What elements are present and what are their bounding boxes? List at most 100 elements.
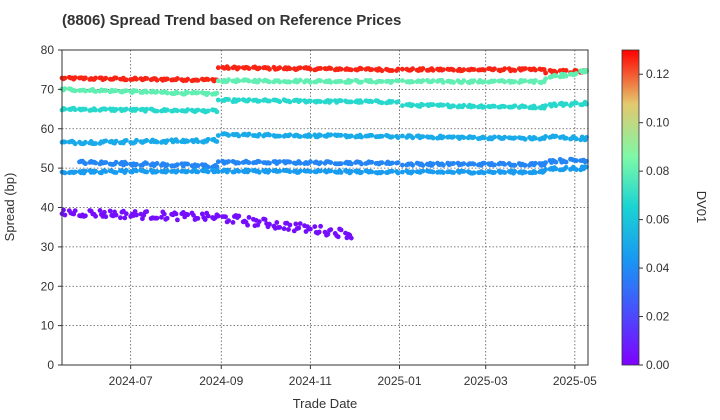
data-point bbox=[338, 161, 344, 167]
data-point bbox=[338, 98, 344, 104]
data-point bbox=[430, 161, 436, 167]
data-point bbox=[318, 133, 323, 138]
data-point bbox=[123, 168, 129, 173]
data-point bbox=[430, 67, 436, 73]
data-point bbox=[246, 78, 252, 84]
data-point bbox=[338, 79, 344, 84]
data-point bbox=[318, 78, 323, 84]
data-point bbox=[205, 90, 211, 96]
data-point bbox=[492, 162, 497, 168]
data-point bbox=[359, 169, 364, 175]
data-point bbox=[410, 162, 416, 168]
data-point bbox=[420, 66, 426, 71]
data-point bbox=[296, 225, 302, 231]
data-point bbox=[410, 79, 416, 85]
data-point bbox=[103, 169, 109, 175]
data-point bbox=[164, 76, 170, 82]
data-point bbox=[267, 66, 272, 72]
data-point bbox=[236, 133, 242, 139]
data-point bbox=[287, 66, 293, 72]
data-point bbox=[338, 170, 344, 175]
data-point bbox=[502, 162, 508, 167]
data-point bbox=[379, 133, 385, 139]
data-point bbox=[72, 141, 78, 147]
data-point bbox=[144, 161, 150, 166]
data-point bbox=[195, 78, 201, 83]
data-point bbox=[175, 108, 180, 114]
data-point bbox=[328, 160, 334, 166]
data-point bbox=[215, 213, 221, 219]
data-point bbox=[113, 170, 119, 175]
data-point bbox=[451, 134, 456, 140]
data-point bbox=[72, 88, 78, 94]
data-point bbox=[451, 80, 456, 85]
data-point bbox=[256, 219, 262, 225]
data-point bbox=[359, 66, 364, 72]
data-point bbox=[308, 66, 313, 72]
data-point bbox=[471, 170, 477, 176]
data-point bbox=[481, 104, 487, 110]
data-point bbox=[492, 103, 497, 109]
data-point bbox=[267, 98, 272, 104]
data-point bbox=[83, 88, 88, 94]
data-point bbox=[440, 162, 446, 168]
data-point bbox=[281, 226, 287, 232]
data-point bbox=[144, 169, 150, 175]
data-point bbox=[492, 66, 497, 72]
data-point bbox=[226, 159, 232, 164]
data-point bbox=[308, 159, 313, 165]
data-point bbox=[318, 66, 323, 71]
data-point bbox=[164, 162, 170, 168]
data-point bbox=[461, 67, 467, 73]
data-point bbox=[461, 169, 467, 174]
data-point bbox=[113, 107, 119, 112]
data-point bbox=[246, 168, 252, 173]
data-point bbox=[400, 103, 405, 109]
data-point bbox=[502, 134, 508, 140]
data-point bbox=[62, 106, 68, 112]
data-point bbox=[123, 161, 129, 167]
data-point bbox=[154, 108, 160, 114]
data-point bbox=[154, 89, 160, 95]
data-point bbox=[195, 216, 201, 221]
data-point bbox=[256, 77, 262, 83]
data-point bbox=[573, 100, 579, 106]
data-point bbox=[185, 138, 191, 144]
data-point bbox=[62, 86, 68, 92]
data-point bbox=[195, 163, 201, 168]
data-point bbox=[400, 133, 405, 139]
data-point bbox=[410, 135, 416, 141]
data-point bbox=[522, 78, 528, 84]
data-point bbox=[246, 66, 252, 71]
data-point bbox=[338, 66, 344, 72]
data-point bbox=[107, 208, 113, 214]
data-point bbox=[134, 76, 139, 82]
data-point bbox=[563, 135, 569, 141]
data-point bbox=[533, 160, 538, 166]
data-point bbox=[369, 169, 375, 175]
data-point bbox=[62, 212, 68, 218]
data-point bbox=[93, 213, 98, 219]
data-point bbox=[215, 169, 221, 175]
data-point bbox=[123, 88, 129, 94]
data-point bbox=[93, 89, 98, 94]
data-point bbox=[563, 165, 569, 170]
data-point bbox=[277, 168, 283, 174]
data-point bbox=[226, 218, 232, 224]
data-points bbox=[59, 64, 589, 241]
data-point bbox=[118, 215, 123, 221]
data-point bbox=[502, 79, 508, 85]
data-point bbox=[246, 97, 252, 102]
data-point bbox=[103, 214, 109, 220]
data-point bbox=[214, 139, 220, 144]
data-point bbox=[359, 161, 364, 167]
data-point bbox=[348, 235, 354, 241]
data-point bbox=[400, 169, 405, 175]
data-point bbox=[563, 101, 569, 107]
data-point bbox=[226, 133, 232, 138]
data-point bbox=[308, 133, 313, 139]
data-point bbox=[164, 168, 170, 174]
data-point bbox=[553, 166, 559, 172]
data-point bbox=[164, 215, 170, 221]
